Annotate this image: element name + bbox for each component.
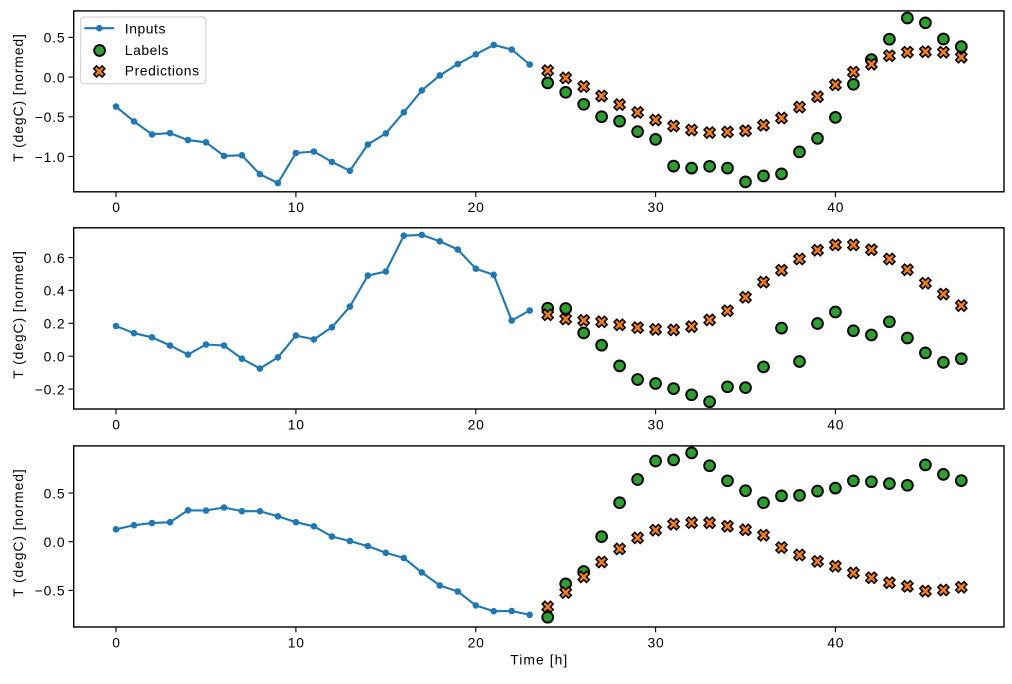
svg-text:0.0: 0.0 [44,349,66,365]
svg-text:0.4: 0.4 [44,283,66,299]
svg-text:Inputs: Inputs [125,20,166,36]
svg-text:0: 0 [112,416,121,432]
svg-text:10: 10 [288,634,305,650]
svg-text:0.5: 0.5 [44,485,66,501]
svg-text:0.0: 0.0 [44,69,66,85]
svg-text:−0.2: −0.2 [35,381,66,397]
svg-text:30: 30 [647,634,664,650]
svg-text:40: 40 [827,199,844,215]
svg-text:40: 40 [827,634,844,650]
svg-text:20: 20 [468,634,485,650]
svg-text:10: 10 [288,199,305,215]
svg-text:0.6: 0.6 [44,250,66,266]
svg-text:0.5: 0.5 [44,30,66,46]
svg-text:10: 10 [288,416,305,432]
svg-text:30: 30 [647,199,664,215]
svg-text:−0.5: −0.5 [35,109,66,125]
svg-text:−0.5: −0.5 [35,583,66,599]
svg-text:0: 0 [112,634,121,650]
svg-text:30: 30 [647,416,664,432]
svg-text:0: 0 [112,199,121,215]
svg-text:−1.0: −1.0 [35,149,66,165]
svg-text:T (degC) [normed]: T (degC) [normed] [10,33,26,162]
svg-text:0.2: 0.2 [44,316,66,332]
svg-text:0.0: 0.0 [44,534,66,550]
svg-text:T (degC) [normed]: T (degC) [normed] [10,468,26,597]
svg-text:20: 20 [468,199,485,215]
svg-text:Time [h]: Time [h] [510,652,568,668]
svg-text:Labels: Labels [125,42,169,58]
svg-text:Predictions: Predictions [125,63,200,79]
svg-text:40: 40 [827,416,844,432]
svg-text:20: 20 [468,416,485,432]
svg-text:T (degC) [normed]: T (degC) [normed] [10,250,26,379]
